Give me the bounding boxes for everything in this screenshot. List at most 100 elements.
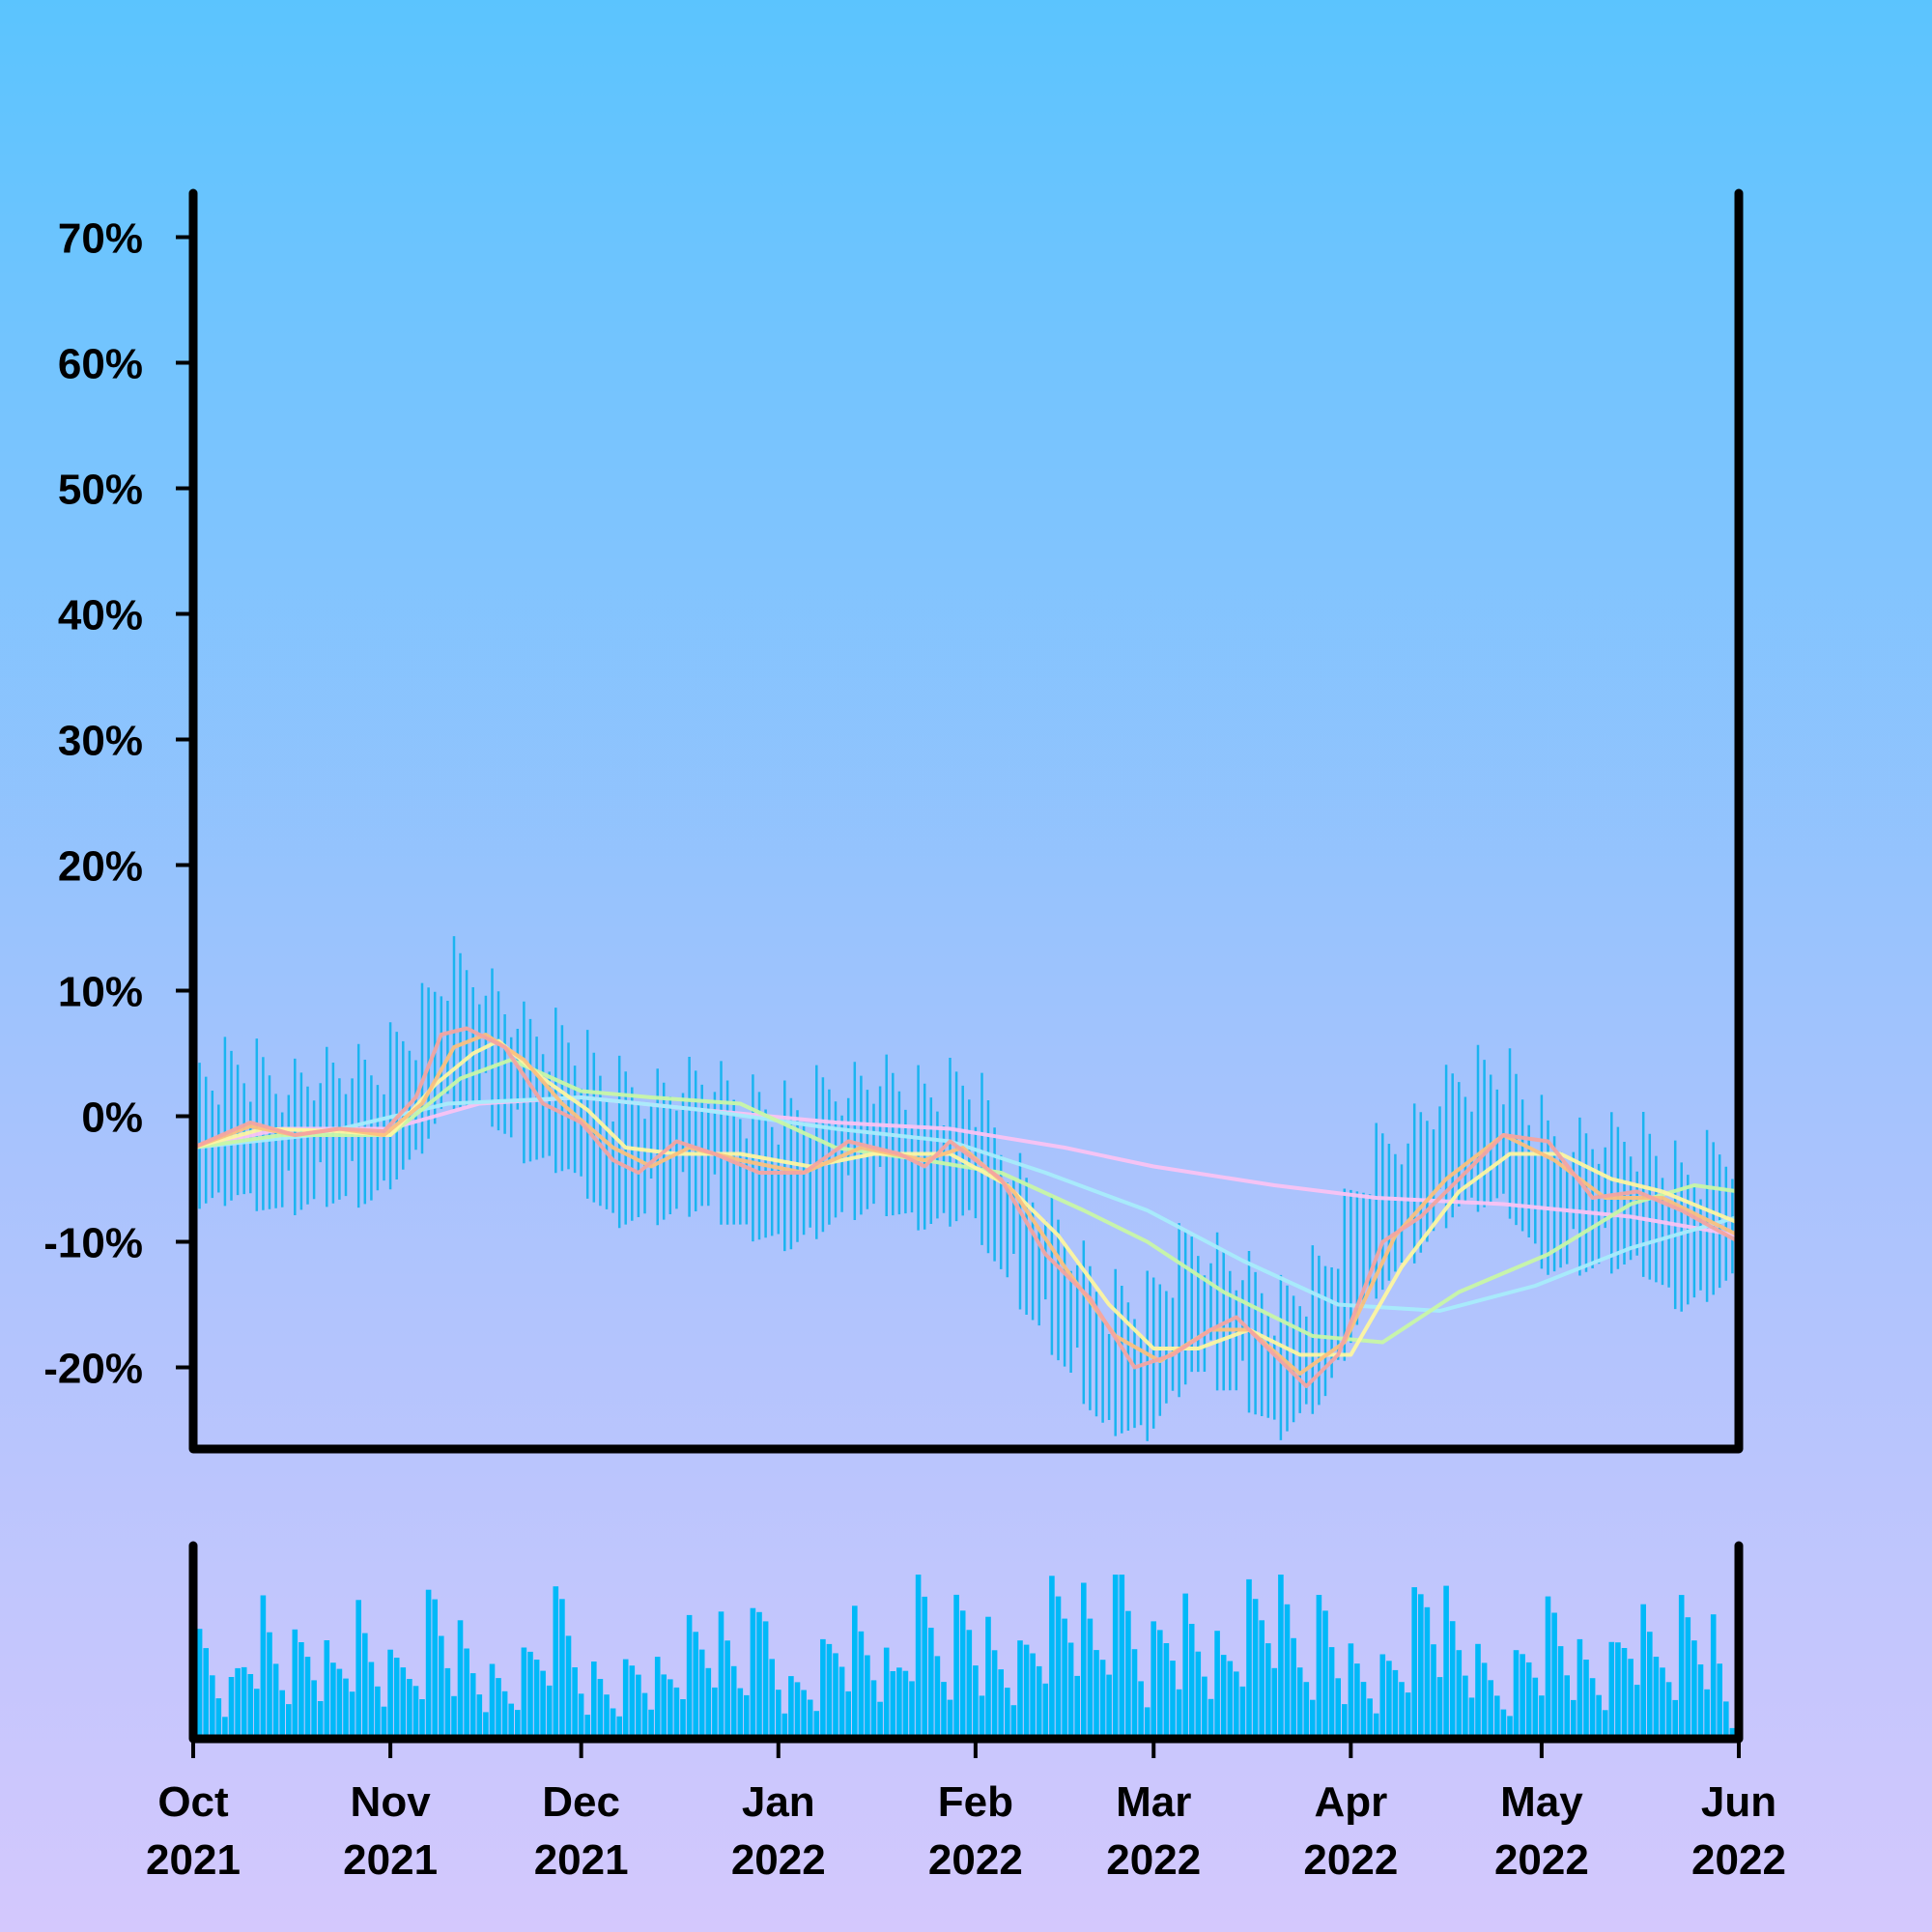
- volume-bar: [584, 1715, 590, 1739]
- volume-bar: [1697, 1664, 1704, 1739]
- volume-bar: [311, 1680, 317, 1739]
- volume-bar: [546, 1685, 553, 1739]
- x-axis-ticks: Oct 2021 Nov 2021 Dec 2021 Jan 2022 Feb 2022 Mar 20…: [146, 1739, 1786, 1884]
- volume-bar: [496, 1678, 501, 1739]
- volume-bar: [1507, 1716, 1513, 1739]
- volume-bar: [1017, 1640, 1023, 1739]
- volume-bar: [1246, 1578, 1252, 1739]
- volume-bar: [1513, 1650, 1520, 1739]
- volume-bar: [1138, 1681, 1144, 1739]
- y-axis-ticks: 70% 60% 50% 40% 30% 20% 10% 0% -10% -20%: [43, 215, 193, 1393]
- volume-bar: [419, 1699, 425, 1739]
- volume-bar: [1182, 1593, 1188, 1739]
- x-tick-year: 2022: [1691, 1836, 1786, 1884]
- volume-bar: [1195, 1651, 1202, 1739]
- volume-bar: [1188, 1624, 1195, 1739]
- daily-bars: [198, 936, 1734, 1441]
- volume-bar: [1443, 1585, 1449, 1739]
- volume-bar: [267, 1632, 272, 1739]
- volume-bar: [425, 1589, 432, 1739]
- volume-bar: [349, 1691, 355, 1739]
- volume-bar: [444, 1667, 451, 1739]
- volume-bar: [559, 1599, 565, 1739]
- volume-bar: [1392, 1669, 1399, 1739]
- volume-bar: [1303, 1682, 1310, 1739]
- volume-bar: [654, 1657, 661, 1739]
- volume-bar: [1608, 1641, 1615, 1739]
- volume-bar: [648, 1709, 654, 1739]
- volume-bar: [1379, 1654, 1386, 1739]
- volume-bar: [489, 1663, 496, 1739]
- volume-bar: [292, 1629, 298, 1739]
- volume-bar: [991, 1650, 998, 1739]
- volume-bar: [336, 1668, 343, 1739]
- volume-bar: [1463, 1675, 1468, 1739]
- series-line: [191, 1038, 1741, 1357]
- volume-bar: [1678, 1595, 1685, 1739]
- volume-bar: [1685, 1617, 1691, 1739]
- volume-bar: [1710, 1614, 1717, 1739]
- volume-bar: [1571, 1699, 1577, 1739]
- volume-bar: [1144, 1707, 1151, 1739]
- volume-bar: [959, 1610, 966, 1739]
- volume-bar: [1220, 1655, 1227, 1739]
- volume-bar: [1278, 1575, 1284, 1739]
- volume-bar: [1163, 1643, 1170, 1739]
- volume-bar: [686, 1614, 693, 1739]
- volume-bar: [1151, 1621, 1156, 1739]
- volume-bar: [896, 1667, 902, 1739]
- volume-bar: [1386, 1661, 1392, 1739]
- volume-bar: [387, 1649, 393, 1739]
- volume-bar: [381, 1706, 387, 1739]
- x-tick-month: Mar: [1116, 1778, 1191, 1826]
- volume-bar: [877, 1701, 883, 1739]
- volume-bar: [483, 1712, 489, 1739]
- y-tick-label: -10%: [43, 1220, 143, 1267]
- volume-bar: [820, 1638, 826, 1739]
- volume-bar: [737, 1688, 744, 1739]
- volume-bar: [1424, 1606, 1431, 1739]
- volume-bar: [439, 1635, 444, 1739]
- volume-bar: [870, 1680, 877, 1739]
- volume-bar: [641, 1692, 648, 1739]
- volume-bar: [610, 1708, 616, 1739]
- volume-bar: [393, 1658, 400, 1739]
- volume-bar: [457, 1620, 464, 1739]
- volume-bar: [1373, 1713, 1379, 1739]
- volume-bar: [1094, 1650, 1099, 1739]
- volume-bar: [750, 1607, 756, 1739]
- volume-bar: [1335, 1678, 1341, 1739]
- volume-bar: [1583, 1660, 1589, 1739]
- volume-bar: [343, 1678, 349, 1739]
- volume-bar: [1520, 1654, 1525, 1739]
- volume-bar: [1367, 1698, 1373, 1739]
- volume-bar: [776, 1690, 781, 1739]
- volume-bar: [1360, 1682, 1367, 1739]
- volume-bar: [1074, 1675, 1080, 1739]
- volume-bar: [622, 1659, 629, 1739]
- volume-bar: [1157, 1630, 1163, 1739]
- volume-bar: [680, 1699, 686, 1739]
- volume-bar: [1342, 1704, 1348, 1739]
- moving-average-lines: [191, 1026, 1741, 1388]
- volume-bar: [247, 1674, 254, 1739]
- volume-bar: [260, 1595, 267, 1739]
- x-tick-month: Jan: [742, 1778, 815, 1826]
- volume-bar: [966, 1630, 973, 1739]
- series-line: [191, 1058, 1741, 1345]
- y-tick-label: 40%: [58, 592, 143, 639]
- volume-panel-frame: [188, 1541, 1744, 1744]
- volume-bar: [1170, 1661, 1176, 1739]
- volume-bar: [788, 1676, 794, 1739]
- volume-bar: [1539, 1695, 1545, 1739]
- volume-bar: [1106, 1674, 1112, 1739]
- volume-bar: [317, 1701, 324, 1739]
- volume-bar: [1291, 1637, 1296, 1739]
- volume-bar: [1081, 1582, 1087, 1739]
- volume-bar: [1564, 1675, 1570, 1739]
- volume-bar: [469, 1673, 476, 1739]
- volume-bar: [1660, 1667, 1665, 1739]
- volume-bar: [1653, 1657, 1660, 1739]
- volume-bar: [813, 1711, 820, 1739]
- volume-bar: [1647, 1632, 1653, 1739]
